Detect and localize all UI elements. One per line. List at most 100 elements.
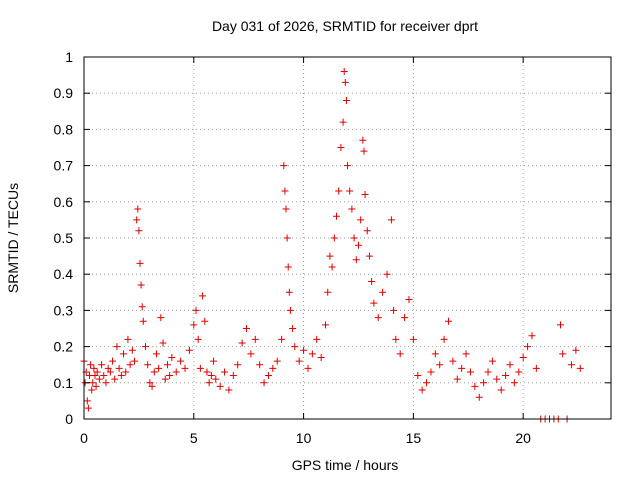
y-tick-label: 0.2 [54,339,74,355]
data-point [192,306,200,314]
data-point [348,205,356,213]
data-point [286,306,294,314]
data-point [282,205,290,213]
data-point [445,317,453,325]
data-point [256,361,264,369]
x-tick-label: 5 [190,430,198,446]
data-point [194,335,202,343]
data-point [283,234,291,242]
data-point [471,382,479,390]
data-point [90,364,98,372]
data-point [368,277,376,285]
data-point [199,292,207,300]
data-point [269,364,277,372]
data-point [155,364,163,372]
data-point [87,361,95,369]
data-point [559,350,567,358]
data-point [390,306,398,314]
data-point [141,343,149,351]
data-point [383,270,391,278]
data-point [414,372,422,380]
axes: 00.10.20.30.40.50.60.70.80.910 5 10 15 20 [54,49,612,446]
data-point [135,227,143,235]
data-point [488,357,496,365]
data-point [113,343,121,351]
grid [84,57,611,419]
data-point [98,361,106,369]
data-point [181,364,189,372]
data-point [109,357,117,365]
chart-title: Day 031 of 2026, SRMTID for receiver dpr… [212,18,478,34]
data-point [350,234,358,242]
data-point [370,299,378,307]
data-point [519,353,527,361]
data-point [161,375,169,383]
data-point [427,368,435,376]
data-point [152,350,160,358]
data-point [221,368,229,376]
data-point [431,350,439,358]
data-point [502,372,510,380]
data-point [291,343,299,351]
data-point [342,96,350,104]
data-point [324,288,332,296]
data-point [89,379,97,387]
y-tick-label: 0.8 [54,121,74,137]
data-point [146,379,154,387]
data-point [330,234,338,242]
data-point [357,216,365,224]
data-point [510,379,518,387]
data-point [363,227,371,235]
data-point [95,375,103,383]
data-point [225,386,233,394]
data-point [313,335,321,343]
data-point [284,263,292,271]
data-point [409,335,417,343]
data-point [273,357,281,365]
data-point [359,136,367,144]
data-point [339,118,347,126]
data-point [205,379,213,387]
data-point [285,288,293,296]
data-point [346,187,354,195]
data-point [84,404,92,412]
data-point [333,212,341,220]
data-point [264,372,272,380]
data-point [524,343,532,351]
x-axis-label: GPS time / hours [292,457,399,473]
data-point [423,379,431,387]
data-point [308,350,316,358]
data-point [322,321,330,329]
data-point [341,78,349,86]
data-point [418,386,426,394]
data-point [352,256,360,264]
data-point [111,375,119,383]
x-tick-label: 20 [515,430,531,446]
y-axis-label: SRMTID / TECUs [5,183,21,293]
y-tick-label: 0.4 [54,266,74,282]
data-point [396,350,404,358]
data-point [556,321,564,329]
data-point [229,372,237,380]
data-point [126,361,134,369]
data-point [177,357,185,365]
data-point [203,368,211,376]
data-point [122,368,130,376]
data-point [120,350,128,358]
data-point [354,241,362,249]
x-tick-label: 15 [406,430,422,446]
data-point [212,375,220,383]
data-point [150,368,158,376]
data-point [100,372,108,380]
data-point [185,346,193,354]
y-tick-label: 0.9 [54,85,74,101]
data-point [387,216,395,224]
data-point [117,372,125,380]
data-point [436,361,444,369]
data-point [289,325,297,332]
data-point [128,346,136,354]
data-point [234,361,242,369]
data-point [326,252,334,260]
data-point [104,364,112,372]
data-point [148,382,156,390]
